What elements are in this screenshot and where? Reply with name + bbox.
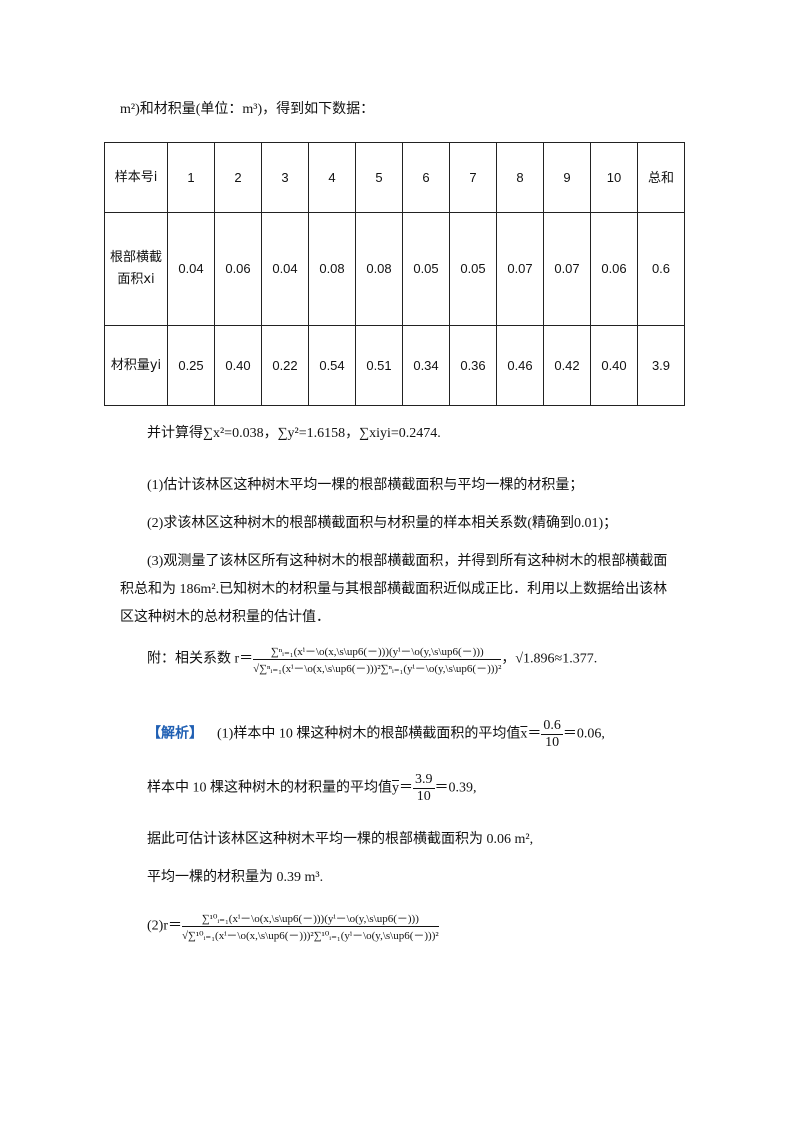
table-cell: 3.9: [637, 325, 685, 406]
intro-text: m²)和材积量(单位：m³)，得到如下数据：: [120, 102, 375, 117]
table-cell: 0.08: [355, 212, 403, 326]
analysis-line-1: 【解析】 (1)样本中 10 棵这种树木的根部横截面积的平均值x＝ 0.6 10 ＝0…: [147, 718, 605, 750]
question-2: (2)求该林区这种树木的根部横截面积与材积量的样本相关系数(精确到0.01)；: [147, 516, 618, 531]
data-table: 样本号i 1 2 3 4 5 6 7 8 9 10 总和 根部横截面积xi 0.04 0.06 0.04 0.…: [104, 142, 685, 406]
fraction-numerator: 0.6: [541, 718, 563, 735]
table-cell: 0.05: [449, 212, 497, 326]
header-cell: 样本号i: [104, 142, 168, 213]
question-3-line1: (3)观测量了该林区所有这种树木的根部横截面积，并得到所有这种树木的根部横截面: [147, 554, 668, 569]
header-cell: 1: [167, 142, 215, 213]
table-cell: 0.25: [167, 325, 215, 406]
header-cell: 总和: [637, 142, 685, 213]
formula-prefix: 附：相关系数 r＝: [147, 651, 254, 667]
fraction-denominator: 10: [545, 735, 560, 750]
table-cell: 0.54: [308, 325, 356, 406]
header-cell: 7: [449, 142, 497, 213]
question-3-line2: 积总和为 186m².已知树木的材积量与其根部横截面积近似成正比．利用以上数据给…: [120, 582, 668, 597]
formula-denominator: √∑ⁿᵢ₌₁(xⁱ－\o(x,\s\up6(－)))²∑ⁿᵢ₌₁(yⁱ－\o(y…: [253, 663, 502, 675]
formula-numerator: ∑ⁿᵢ₌₁(xⁱ－\o(x,\s\up6(－)))(yⁱ－\o(y,\s\up6…: [253, 643, 502, 660]
formula-numerator: ∑¹⁰ᵢ₌₁(xⁱ－\o(x,\s\up6(－)))(yⁱ－\o(y,\s\up…: [182, 910, 439, 927]
table-cell: 0.40: [214, 325, 262, 406]
table-cell: 0.04: [167, 212, 215, 326]
table-cell: 0.22: [261, 325, 309, 406]
analysis-line-3: 据此可估计该林区这种树木平均一棵的根部横截面积为 0.06 m²,: [147, 832, 534, 847]
table-cell: 0.51: [355, 325, 403, 406]
result: ＝0.39,: [434, 780, 477, 796]
fraction-numerator: 3.9: [413, 772, 435, 789]
header-cell: 8: [496, 142, 544, 213]
analysis-label: 【解析】: [147, 726, 203, 742]
result: ＝0.06,: [562, 726, 605, 742]
table-cell: 0.08: [308, 212, 356, 326]
table-cell: 0.04: [261, 212, 309, 326]
table-cell: 0.07: [496, 212, 544, 326]
table-cell: 0.06: [214, 212, 262, 326]
analysis-line-4: 平均一棵的材积量为 0.39 m³.: [147, 870, 324, 885]
table-cell: 0.46: [496, 325, 544, 406]
analysis-text: 样本中 10 棵这种树木的材积量的平均值: [147, 780, 392, 796]
row-label: 材积量yi: [104, 325, 168, 406]
header-cell: 10: [590, 142, 638, 213]
question-3-line3: 区这种树木的总材积量的估计值．: [120, 610, 330, 625]
mean-y: y: [392, 780, 399, 796]
table-cell: 0.05: [402, 212, 450, 326]
header-cell: 9: [543, 142, 591, 213]
fraction-denominator: 10: [416, 789, 431, 804]
table-cell: 0.6: [637, 212, 685, 326]
table-cell: 0.34: [402, 325, 450, 406]
question-1: (1)估计该林区这种树木平均一棵的根部横截面积与平均一棵的材积量；: [147, 478, 584, 493]
row-label: 根部横截面积xi: [104, 212, 168, 326]
formula-prefix: (2)r＝: [147, 918, 182, 934]
sums-text: 并计算得∑x²=0.038，∑y²=1.6158，∑xiyi=0.2474.: [147, 426, 441, 441]
header-cell: 5: [355, 142, 403, 213]
mean-x: x: [520, 726, 528, 742]
analysis-line-2: 样本中 10 棵这种树木的材积量的平均值y＝ 3.9 10 ＝0.39,: [147, 772, 477, 804]
correlation-formula: 附：相关系数 r＝ ∑ⁿᵢ₌₁(xⁱ－\o(x,\s\up6(－)))(yⁱ－\o…: [147, 643, 597, 676]
analysis-formula: (2)r＝ ∑¹⁰ᵢ₌₁(xⁱ－\o(x,\s\up6(－)))(yⁱ－\o(y,…: [147, 910, 439, 943]
header-cell: 2: [214, 142, 262, 213]
table-cell: 0.06: [590, 212, 638, 326]
formula-denominator: √∑¹⁰ᵢ₌₁(xⁱ－\o(x,\s\up6(－)))²∑¹⁰ᵢ₌₁(yⁱ－\o…: [182, 930, 439, 942]
analysis-text: (1)样本中 10 棵这种树木的根部横截面积的平均值: [217, 726, 521, 742]
table-cell: 0.36: [449, 325, 497, 406]
table-cell: 0.07: [543, 212, 591, 326]
header-cell: 3: [261, 142, 309, 213]
formula-suffix: ，√1.896≈1.377.: [501, 651, 598, 667]
table-cell: 0.42: [543, 325, 591, 406]
header-cell: 4: [308, 142, 356, 213]
table-cell: 0.40: [590, 325, 638, 406]
header-cell: 6: [402, 142, 450, 213]
